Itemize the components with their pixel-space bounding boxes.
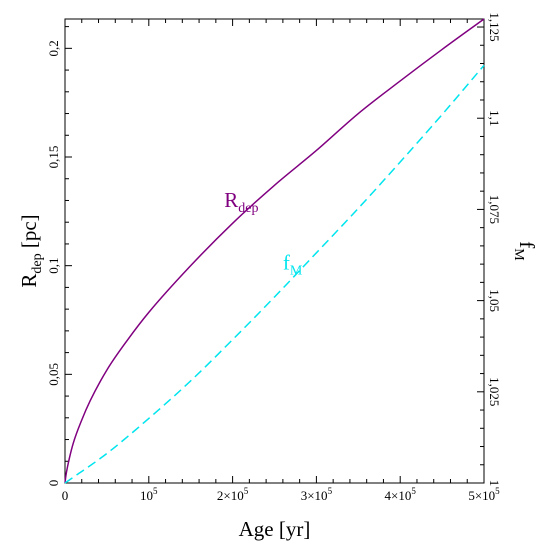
series-group (64, 18, 485, 484)
y-tick-label-3: 0,15 (46, 146, 61, 169)
x-tick-label-1: 105 (140, 486, 158, 503)
y-axis-title: Rdep [pc] (17, 214, 45, 287)
y2-tick-label-3: 1,075 (487, 195, 502, 224)
plot-frame (64, 18, 485, 484)
y-tick-label-2: 0,1 (46, 258, 61, 274)
y2-axis-title: fM (511, 241, 539, 261)
x-tick-label-5: 5×105 (468, 486, 500, 503)
x-tick-label-2: 2×105 (217, 486, 249, 503)
y2-tick-label-5: 1,125 (487, 12, 502, 41)
x-tick-label-3: 3×105 (301, 486, 333, 503)
y-tick-label-4: 0,2 (46, 40, 61, 56)
ticks: 0 105 2×105 3×105 4×105 5×105 0 0,05 0,1 0,15 0,2 1… (46, 12, 502, 503)
y2-tick-label-2: 1,05 (487, 289, 502, 312)
series-label-r-dep: Rdep (224, 188, 258, 216)
labels: Rdep fM Age [yr] Rdep [pc] fM (17, 188, 539, 541)
series-line-f-m (64, 64, 485, 484)
x-axis-title: Age [yr] (239, 517, 311, 541)
series-line-r-dep (64, 18, 485, 484)
series-label-f-m: fM (283, 251, 303, 279)
x-tick-label-4: 4×105 (385, 486, 417, 503)
y-tick-label-1: 0,05 (46, 363, 61, 386)
y2-tick-label-4: 1,1 (487, 110, 502, 126)
y-tick-label-0: 0 (46, 480, 61, 487)
x-tick-label-0: 0 (62, 488, 69, 503)
y2-tick-label-1: 1,025 (487, 377, 502, 406)
y2-tick-label-0: 1 (487, 480, 502, 487)
